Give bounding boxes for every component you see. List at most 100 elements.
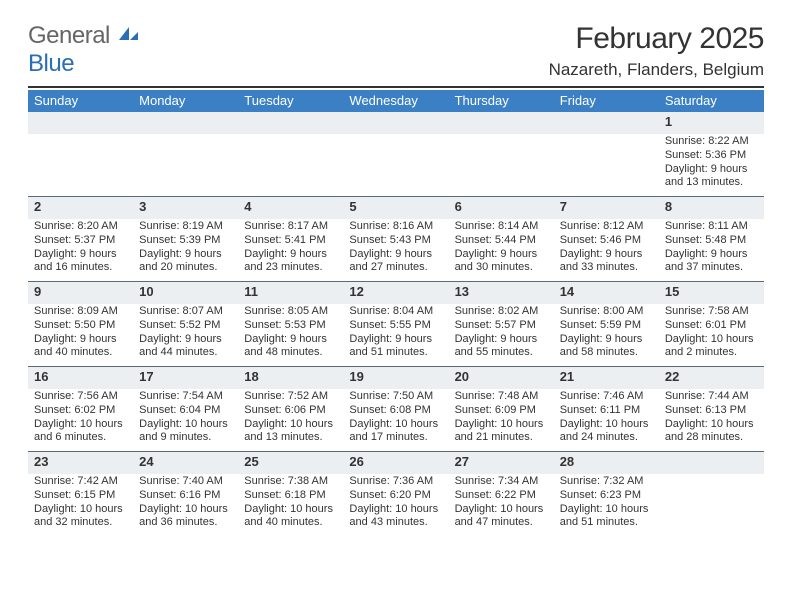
daylight-text: Daylight: 9 hours and 23 minutes. — [244, 248, 337, 276]
day-cell: 21Sunrise: 7:46 AMSunset: 6:11 PMDayligh… — [554, 367, 659, 451]
day-cell: 19Sunrise: 7:50 AMSunset: 6:08 PMDayligh… — [343, 367, 448, 451]
daylight-text: Daylight: 9 hours and 33 minutes. — [560, 248, 653, 276]
sunrise-text: Sunrise: 7:36 AM — [349, 475, 442, 489]
day-details: Sunrise: 7:32 AMSunset: 6:23 PMDaylight:… — [554, 474, 659, 536]
daylight-text: Daylight: 10 hours and 28 minutes. — [665, 418, 758, 446]
sunset-text: Sunset: 5:50 PM — [34, 319, 127, 333]
day-number: 21 — [554, 367, 659, 389]
sunrise-text: Sunrise: 7:34 AM — [455, 475, 548, 489]
sunrise-text: Sunrise: 7:38 AM — [244, 475, 337, 489]
sunrise-text: Sunrise: 8:22 AM — [665, 135, 758, 149]
daylight-text: Daylight: 10 hours and 36 minutes. — [139, 503, 232, 531]
day-details — [343, 134, 448, 141]
day-number: 12 — [343, 282, 448, 304]
day-details: Sunrise: 7:50 AMSunset: 6:08 PMDaylight:… — [343, 389, 448, 451]
location-subtitle: Nazareth, Flanders, Belgium — [549, 60, 764, 80]
day-cell: 4Sunrise: 8:17 AMSunset: 5:41 PMDaylight… — [238, 197, 343, 281]
sunset-text: Sunset: 5:36 PM — [665, 149, 758, 163]
day-cell: 27Sunrise: 7:34 AMSunset: 6:22 PMDayligh… — [449, 452, 554, 536]
sunrise-text: Sunrise: 7:54 AM — [139, 390, 232, 404]
day-details: Sunrise: 8:05 AMSunset: 5:53 PMDaylight:… — [238, 304, 343, 366]
sunset-text: Sunset: 6:15 PM — [34, 489, 127, 503]
sunrise-text: Sunrise: 7:40 AM — [139, 475, 232, 489]
sunrise-text: Sunrise: 8:19 AM — [139, 220, 232, 234]
day-cell: 6Sunrise: 8:14 AMSunset: 5:44 PMDaylight… — [449, 197, 554, 281]
day-details: Sunrise: 7:52 AMSunset: 6:06 PMDaylight:… — [238, 389, 343, 451]
day-cell: 16Sunrise: 7:56 AMSunset: 6:02 PMDayligh… — [28, 367, 133, 451]
sunrise-text: Sunrise: 8:00 AM — [560, 305, 653, 319]
day-cell: 22Sunrise: 7:44 AMSunset: 6:13 PMDayligh… — [659, 367, 764, 451]
brand-word1: General — [28, 22, 110, 49]
day-cell: 2Sunrise: 8:20 AMSunset: 5:37 PMDaylight… — [28, 197, 133, 281]
sunrise-text: Sunrise: 8:14 AM — [455, 220, 548, 234]
day-details: Sunrise: 7:54 AMSunset: 6:04 PMDaylight:… — [133, 389, 238, 451]
brand-text: General Blue — [28, 22, 139, 78]
day-number — [449, 112, 554, 134]
day-details: Sunrise: 7:34 AMSunset: 6:22 PMDaylight:… — [449, 474, 554, 536]
week-row: 16Sunrise: 7:56 AMSunset: 6:02 PMDayligh… — [28, 367, 764, 452]
day-details: Sunrise: 8:07 AMSunset: 5:52 PMDaylight:… — [133, 304, 238, 366]
daylight-text: Daylight: 10 hours and 17 minutes. — [349, 418, 442, 446]
day-number — [343, 112, 448, 134]
day-cell: 3Sunrise: 8:19 AMSunset: 5:39 PMDaylight… — [133, 197, 238, 281]
sunrise-text: Sunrise: 7:48 AM — [455, 390, 548, 404]
sunrise-text: Sunrise: 7:44 AM — [665, 390, 758, 404]
day-number: 25 — [238, 452, 343, 474]
day-cell: 7Sunrise: 8:12 AMSunset: 5:46 PMDaylight… — [554, 197, 659, 281]
sunset-text: Sunset: 6:04 PM — [139, 404, 232, 418]
week-row: 9Sunrise: 8:09 AMSunset: 5:50 PMDaylight… — [28, 282, 764, 367]
day-details: Sunrise: 8:00 AMSunset: 5:59 PMDaylight:… — [554, 304, 659, 366]
day-number: 15 — [659, 282, 764, 304]
sunrise-text: Sunrise: 8:16 AM — [349, 220, 442, 234]
day-details: Sunrise: 7:48 AMSunset: 6:09 PMDaylight:… — [449, 389, 554, 451]
title-block: February 2025 Nazareth, Flanders, Belgiu… — [549, 22, 764, 80]
calendar-page: General Blue February 2025 Nazareth, Fla… — [0, 0, 792, 612]
day-details: Sunrise: 8:19 AMSunset: 5:39 PMDaylight:… — [133, 219, 238, 281]
sunset-text: Sunset: 6:08 PM — [349, 404, 442, 418]
daylight-text: Daylight: 9 hours and 27 minutes. — [349, 248, 442, 276]
sunset-text: Sunset: 6:13 PM — [665, 404, 758, 418]
sunset-text: Sunset: 6:11 PM — [560, 404, 653, 418]
day-number — [238, 112, 343, 134]
sunrise-text: Sunrise: 7:50 AM — [349, 390, 442, 404]
day-cell: 8Sunrise: 8:11 AMSunset: 5:48 PMDaylight… — [659, 197, 764, 281]
daylight-text: Daylight: 9 hours and 16 minutes. — [34, 248, 127, 276]
daylight-text: Daylight: 9 hours and 20 minutes. — [139, 248, 232, 276]
weekday-header: Monday — [133, 90, 238, 112]
weekday-header-row: Sunday Monday Tuesday Wednesday Thursday… — [28, 90, 764, 112]
daylight-text: Daylight: 9 hours and 44 minutes. — [139, 333, 232, 361]
day-cell: 18Sunrise: 7:52 AMSunset: 6:06 PMDayligh… — [238, 367, 343, 451]
day-cell: 17Sunrise: 7:54 AMSunset: 6:04 PMDayligh… — [133, 367, 238, 451]
header: General Blue February 2025 Nazareth, Fla… — [28, 22, 764, 80]
day-number: 9 — [28, 282, 133, 304]
day-details: Sunrise: 8:04 AMSunset: 5:55 PMDaylight:… — [343, 304, 448, 366]
day-details: Sunrise: 8:11 AMSunset: 5:48 PMDaylight:… — [659, 219, 764, 281]
sunrise-text: Sunrise: 8:11 AM — [665, 220, 758, 234]
day-number: 26 — [343, 452, 448, 474]
daylight-text: Daylight: 10 hours and 13 minutes. — [244, 418, 337, 446]
day-cell: 13Sunrise: 8:02 AMSunset: 5:57 PMDayligh… — [449, 282, 554, 366]
sunset-text: Sunset: 6:09 PM — [455, 404, 548, 418]
daylight-text: Daylight: 9 hours and 58 minutes. — [560, 333, 653, 361]
day-cell: 14Sunrise: 8:00 AMSunset: 5:59 PMDayligh… — [554, 282, 659, 366]
daylight-text: Daylight: 9 hours and 55 minutes. — [455, 333, 548, 361]
day-number — [28, 112, 133, 134]
day-cell — [238, 112, 343, 196]
day-cell: 1Sunrise: 8:22 AMSunset: 5:36 PMDaylight… — [659, 112, 764, 196]
day-number — [133, 112, 238, 134]
day-cell: 23Sunrise: 7:42 AMSunset: 6:15 PMDayligh… — [28, 452, 133, 536]
daylight-text: Daylight: 9 hours and 37 minutes. — [665, 248, 758, 276]
sail-icon — [117, 30, 139, 47]
day-number — [554, 112, 659, 134]
day-number: 16 — [28, 367, 133, 389]
day-details — [28, 134, 133, 141]
day-number: 14 — [554, 282, 659, 304]
sunset-text: Sunset: 5:59 PM — [560, 319, 653, 333]
sunset-text: Sunset: 5:57 PM — [455, 319, 548, 333]
sunrise-text: Sunrise: 8:20 AM — [34, 220, 127, 234]
daylight-text: Daylight: 10 hours and 21 minutes. — [455, 418, 548, 446]
day-details: Sunrise: 7:58 AMSunset: 6:01 PMDaylight:… — [659, 304, 764, 366]
sunrise-text: Sunrise: 8:05 AM — [244, 305, 337, 319]
day-number: 22 — [659, 367, 764, 389]
day-cell: 10Sunrise: 8:07 AMSunset: 5:52 PMDayligh… — [133, 282, 238, 366]
